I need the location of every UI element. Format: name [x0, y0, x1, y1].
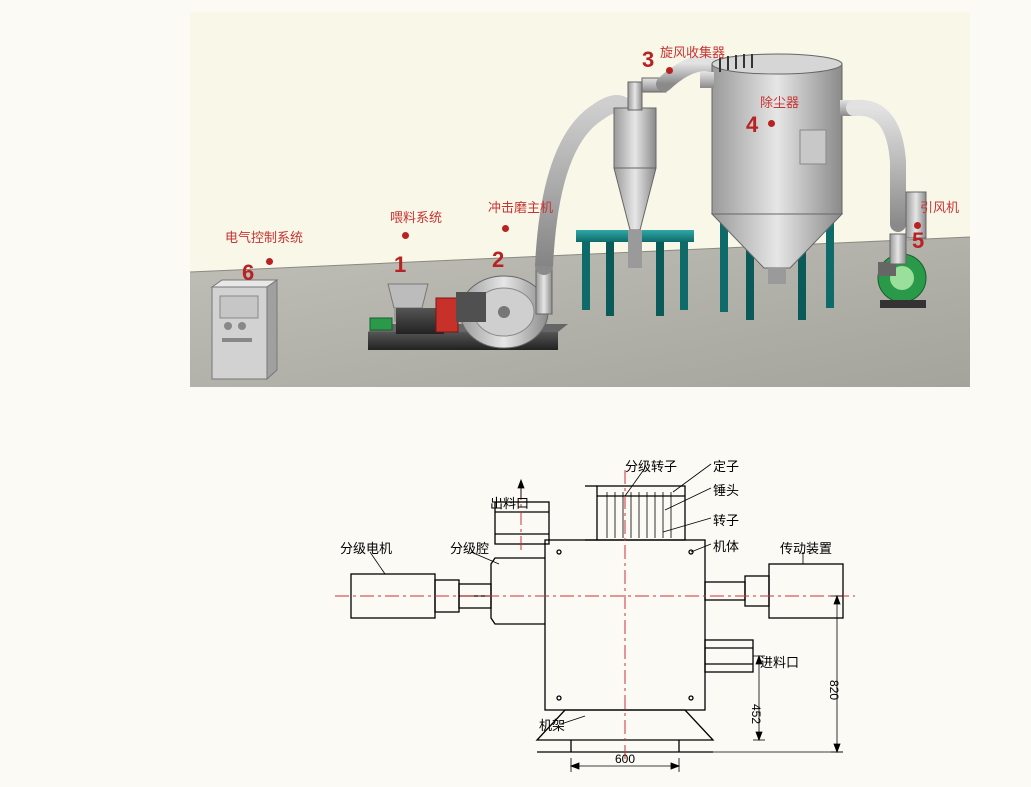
- dim-452: 452: [749, 704, 763, 724]
- eng-label-hammer: 锤头: [713, 480, 739, 499]
- eng-label-stator: 定子: [713, 456, 739, 475]
- callout-2-num: 2: [492, 247, 504, 273]
- eng-label-class-rotor: 分级转子: [625, 456, 677, 475]
- system-3d-svg: [190, 12, 970, 387]
- callout-6-dot: [266, 258, 273, 265]
- callout-6-label: 电气控制系统: [225, 227, 303, 246]
- eng-label-inlet: 进料口: [760, 652, 799, 671]
- callout-5-dot: [914, 222, 921, 229]
- engineering-drawing: 出料口 分级转子 定子 锤头 转子 机体 分级电机 分级腔 传动装置 进料口 机…: [315, 440, 875, 780]
- callout-3-num: 3: [642, 47, 654, 73]
- system-3d-diagram: 电气控制系统 6 喂料系统 1 冲击磨主机 2 旋风收集器 3 除尘器 4 引风…: [190, 12, 970, 387]
- callout-5-num: 5: [912, 228, 924, 254]
- eng-label-drive: 传动装置: [780, 538, 832, 557]
- callout-3-label: 旋风收集器: [660, 42, 725, 61]
- callout-6-num: 6: [242, 260, 254, 286]
- callout-3-dot: [666, 67, 673, 74]
- callout-1-num: 1: [394, 252, 406, 278]
- callout-1-dot: [402, 232, 409, 239]
- callout-1-label: 喂料系统: [390, 207, 442, 226]
- callout-2-label: 冲击磨主机: [488, 197, 553, 216]
- eng-label-class-motor: 分级电机: [340, 538, 392, 557]
- control-cabinet: [212, 280, 277, 379]
- eng-label-rotor: 转子: [713, 510, 739, 529]
- dim-820: 820: [827, 680, 841, 700]
- dim-600: 600: [615, 752, 635, 766]
- eng-label-frame: 机架: [539, 715, 565, 734]
- eng-label-class-cav: 分级腔: [450, 538, 489, 557]
- callout-2-dot: [502, 225, 509, 232]
- callout-4-num: 4: [746, 112, 758, 138]
- engineering-svg: [315, 440, 875, 780]
- eng-label-outlet: 出料口: [490, 493, 529, 512]
- callout-5-label: 引风机: [920, 197, 959, 216]
- eng-label-body: 机体: [713, 536, 739, 555]
- callout-4-label: 除尘器: [760, 92, 799, 111]
- callout-4-dot: [768, 120, 775, 127]
